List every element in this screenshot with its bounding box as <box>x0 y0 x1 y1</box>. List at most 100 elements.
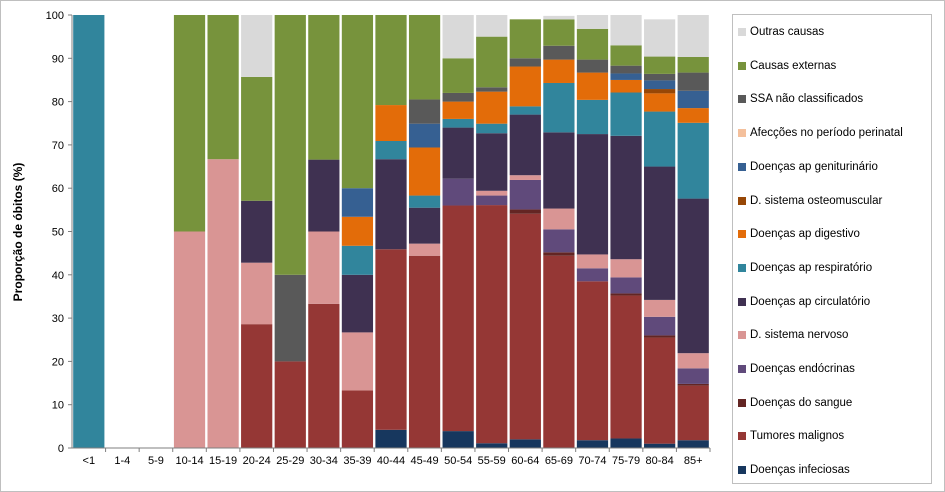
bar-segment <box>241 15 273 77</box>
bar-segment <box>644 443 676 448</box>
legend-item: Doenças ap geniturinário <box>733 158 878 176</box>
x-axis: <1 1-4 5-9 10-14 15-19 20-24 25-29 30-34 35-39 40… <box>72 447 711 467</box>
legend-label: Doenças ap digestivo <box>750 228 860 241</box>
y-tick-label: 30 <box>52 313 64 325</box>
legend-item: Doenças infeciosas <box>733 461 850 479</box>
x-tick-label: 45-49 <box>411 455 439 467</box>
bar-segment <box>677 353 709 369</box>
bar-segment <box>677 57 709 73</box>
legend-label: D. sistema nervoso <box>750 329 849 342</box>
bar-segment <box>543 15 575 20</box>
bar-segment <box>509 19 541 59</box>
bar-segment <box>375 15 407 106</box>
x-tick-label: 60-64 <box>511 455 539 467</box>
bar-segment <box>677 440 709 448</box>
x-tick-label: 20-24 <box>243 455 271 467</box>
legend-label: Doenças infeciosas <box>750 464 850 477</box>
bar-segment <box>543 255 575 448</box>
bar-segment <box>173 231 206 448</box>
bar-segment <box>241 262 273 325</box>
bar-segment <box>644 316 676 336</box>
legend-label: Doenças ap respiratório <box>750 261 873 274</box>
x-tick-label: 40-44 <box>377 455 405 467</box>
y-tick-label: 70 <box>52 140 64 152</box>
bar-segment <box>442 101 474 119</box>
bar-segment <box>576 99 609 135</box>
legend-item: Doenças ap circulatório <box>733 293 870 311</box>
y-axis: 0 10 20 30 40 50 60 70 80 90 100 <box>46 10 73 455</box>
legend-label: Causas externas <box>750 59 837 72</box>
legend-item: SSA não classificados <box>733 90 863 108</box>
bar-segment <box>543 132 575 209</box>
bar-segment <box>509 213 541 440</box>
x-tick-label: 55-59 <box>478 455 506 467</box>
y-tick-label: 50 <box>52 227 64 239</box>
bar-segment <box>73 15 105 448</box>
bar-segment <box>341 332 374 391</box>
bar-segment <box>677 198 709 354</box>
bar-segment <box>207 159 239 448</box>
y-tick-label: 0 <box>58 443 64 455</box>
bar-segment <box>476 190 508 196</box>
bar-segment <box>341 15 374 189</box>
bar-segment <box>241 324 273 448</box>
bar-segment <box>375 249 407 430</box>
x-tick-label: 30-34 <box>310 455 338 467</box>
bar-segment <box>576 268 609 282</box>
legend-swatch <box>738 196 746 205</box>
bar-segment <box>644 337 676 444</box>
bar-segment <box>677 368 709 384</box>
bar-segment <box>408 15 441 100</box>
bar-segment <box>308 231 340 304</box>
bar-segment <box>476 91 508 124</box>
legend-swatch <box>738 129 746 138</box>
bar-segment <box>543 82 575 133</box>
bar-segment <box>341 188 374 217</box>
bar-segment <box>543 252 575 256</box>
bar-segment <box>375 429 407 448</box>
bar-segment <box>644 19 676 57</box>
legend-label: Outras causas <box>750 26 825 38</box>
bar-segment <box>375 141 407 160</box>
bar-segment <box>509 175 541 180</box>
bar-segment <box>644 299 676 317</box>
bar-segment <box>442 15 474 59</box>
x-tick-label: 1-4 <box>114 455 130 467</box>
bar-segment <box>543 208 575 230</box>
bar-segment <box>610 92 642 136</box>
bar-segment <box>476 443 508 448</box>
x-tick-label: 70-74 <box>578 455 606 467</box>
legend-label: D. sistema osteomuscular <box>750 194 883 207</box>
bar-segment <box>442 178 474 206</box>
y-axis-label: Proporção de óbitos (%) <box>11 163 25 302</box>
x-tick-label: 65-69 <box>545 455 573 467</box>
bar-segment <box>576 254 609 269</box>
bar-segment <box>442 92 474 102</box>
legend-swatch <box>738 95 746 104</box>
legend-swatch <box>738 432 746 441</box>
x-tick-label: 75-79 <box>612 455 640 467</box>
bar-segment <box>543 59 575 83</box>
bar-segment <box>509 114 541 176</box>
legend-swatch <box>738 28 746 36</box>
bar-segment <box>644 56 676 74</box>
bar-segment <box>576 281 609 441</box>
legend-swatch <box>738 61 746 70</box>
y-tick-label: 10 <box>52 400 64 412</box>
legend-label: Doenças ap geniturinário <box>750 160 878 173</box>
y-tick-label: 100 <box>46 10 64 22</box>
bar-segment <box>576 72 609 100</box>
bar-segment <box>408 207 441 244</box>
bar-segment <box>408 195 441 208</box>
bar-segment <box>576 28 609 60</box>
legend-item: Outras causas <box>733 23 824 41</box>
x-tick-label: 50-54 <box>444 455 472 467</box>
bar-segment <box>610 438 642 448</box>
bar-segment <box>677 122 709 199</box>
x-tick-label: <1 <box>83 455 96 467</box>
legend-item: D. sistema osteomuscular <box>733 192 882 210</box>
bar-segment <box>274 361 306 448</box>
y-tick-label: 40 <box>52 270 64 282</box>
bar-segment <box>173 15 206 232</box>
